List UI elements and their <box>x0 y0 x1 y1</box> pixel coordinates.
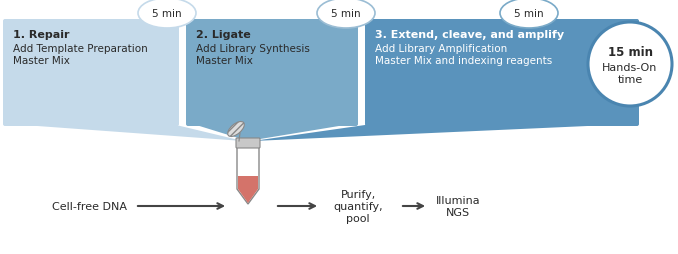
Text: Purify,
quantify,
pool: Purify, quantify, pool <box>333 189 383 224</box>
Ellipse shape <box>500 0 558 29</box>
Polygon shape <box>237 139 259 204</box>
Text: Add Template Preparation
Master Mix: Add Template Preparation Master Mix <box>13 44 148 66</box>
Polygon shape <box>193 124 351 141</box>
Text: 5 min: 5 min <box>152 9 182 19</box>
Text: Illumina
NGS: Illumina NGS <box>436 195 480 217</box>
Ellipse shape <box>228 122 244 137</box>
Text: Add Library Synthesis
Master Mix: Add Library Synthesis Master Mix <box>196 44 310 66</box>
Polygon shape <box>10 124 243 141</box>
Text: Add Library Amplification
Master Mix and indexing reagents: Add Library Amplification Master Mix and… <box>375 44 553 66</box>
Text: time: time <box>618 75 643 85</box>
Ellipse shape <box>317 0 375 29</box>
FancyBboxPatch shape <box>3 20 179 126</box>
Text: Cell-free DNA: Cell-free DNA <box>52 201 127 211</box>
FancyBboxPatch shape <box>236 138 260 148</box>
Text: 2. Ligate: 2. Ligate <box>196 30 251 40</box>
Text: Hands-On: Hands-On <box>602 63 658 73</box>
Text: 1. Repair: 1. Repair <box>13 30 70 40</box>
Polygon shape <box>253 124 632 141</box>
Text: 15 min: 15 min <box>607 46 652 59</box>
Polygon shape <box>238 176 258 203</box>
Text: 3. Extend, cleave, and amplify: 3. Extend, cleave, and amplify <box>375 30 564 40</box>
Ellipse shape <box>138 0 196 29</box>
Text: 5 min: 5 min <box>331 9 361 19</box>
FancyBboxPatch shape <box>186 20 358 126</box>
FancyBboxPatch shape <box>365 20 639 126</box>
Circle shape <box>588 23 672 107</box>
Text: 5 min: 5 min <box>514 9 544 19</box>
